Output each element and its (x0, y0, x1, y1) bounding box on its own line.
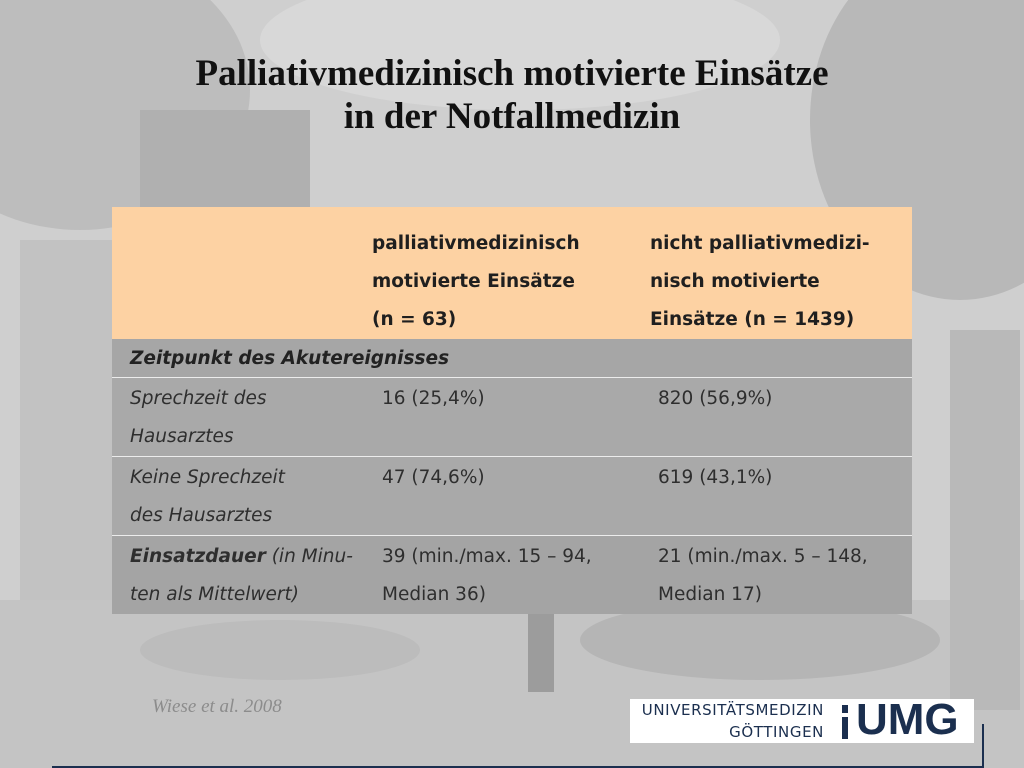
logo-bar-bottom (842, 717, 848, 739)
row-label-line1: Keine Sprechzeit (130, 467, 285, 488)
cell-non-palliative: 820 (56,9%) (640, 377, 912, 457)
header-empty-cell (112, 207, 362, 339)
citation: Wiese et al. 2008 (152, 696, 282, 717)
logo-line1: UNIVERSITÄTSMEDIZIN (641, 701, 824, 719)
header-non-palliative-line2: nisch motivierte (650, 271, 820, 292)
slide-title-line1: Palliativmedizinisch motivierte Einsätze (195, 53, 829, 94)
table-header-row: palliativmedizinisch motivierte Einsätze… (112, 207, 912, 339)
row-label-line1: Sprechzeit des (130, 388, 267, 409)
logo-line2: GÖTTINGEN (729, 723, 824, 741)
duration-non-palliative: 21 (min./max. 5 – 148, Median 17) (640, 535, 912, 614)
slide-title: Palliativmedizinisch motivierte Einsätze… (0, 52, 1024, 138)
duration-label-line2: ten als Mittelwert) (130, 584, 299, 605)
row-label: Keine Sprechzeit des Hausarztes (112, 456, 362, 536)
row-label: Sprechzeit des Hausarztes (112, 377, 362, 457)
duration-label-bold: Einsatzdauer (130, 546, 266, 567)
duration-label-rest: (in Minu- (265, 546, 353, 567)
umg-logo: UNIVERSITÄTSMEDIZIN GÖTTINGEN UMG (630, 695, 974, 744)
logo-bar-top (842, 705, 848, 713)
row-label-line2: Hausarztes (130, 426, 234, 447)
duration-non-palliative-line1: 21 (min./max. 5 – 148, (658, 546, 868, 567)
row-label-line2: des Hausarztes (130, 505, 273, 526)
cell-non-palliative: 619 (43,1%) (640, 456, 912, 536)
footer-vertical-rule (982, 724, 984, 768)
slide-title-line2: in der Notfallmedizin (343, 96, 681, 137)
section-label: Zeitpunkt des Akutereignisses (112, 339, 912, 378)
header-non-palliative-line3: Einsätze (n = 1439) (650, 309, 855, 330)
duration-non-palliative-line2: Median 17) (658, 584, 762, 605)
duration-label: Einsatzdauer (in Minu- ten als Mittelwer… (112, 535, 362, 614)
cell-palliative: 47 (74,6%) (362, 456, 640, 536)
table-row: Keine Sprechzeit des Hausarztes 47 (74,6… (112, 456, 912, 536)
cell-palliative: 16 (25,4%) (362, 377, 640, 457)
header-non-palliative-line1: nicht palliativmedizi- (650, 233, 870, 254)
header-palliative-line2: motivierte Einsätze (372, 271, 575, 292)
table-row-duration: Einsatzdauer (in Minu- ten als Mittelwer… (112, 535, 912, 614)
logo-mark: UMG (856, 695, 959, 744)
section-row: Zeitpunkt des Akutereignisses (112, 339, 912, 378)
comparison-table: palliativmedizinisch motivierte Einsätze… (112, 207, 912, 614)
duration-palliative: 39 (min./max. 15 – 94, Median 36) (362, 535, 640, 614)
duration-label-line1: Einsatzdauer (in Minu- (130, 538, 362, 576)
header-non-palliative: nicht palliativmedizi- nisch motivierte … (640, 207, 912, 339)
table-row: Sprechzeit des Hausarztes 16 (25,4%) 820… (112, 377, 912, 457)
footer-horizontal-rule (52, 766, 984, 768)
duration-palliative-line1: 39 (min./max. 15 – 94, (382, 546, 592, 567)
header-palliative: palliativmedizinisch motivierte Einsätze… (362, 207, 640, 339)
header-palliative-line1: palliativmedizinisch (372, 233, 580, 254)
header-palliative-line3: (n = 63) (372, 309, 457, 330)
duration-palliative-line2: Median 36) (382, 584, 486, 605)
